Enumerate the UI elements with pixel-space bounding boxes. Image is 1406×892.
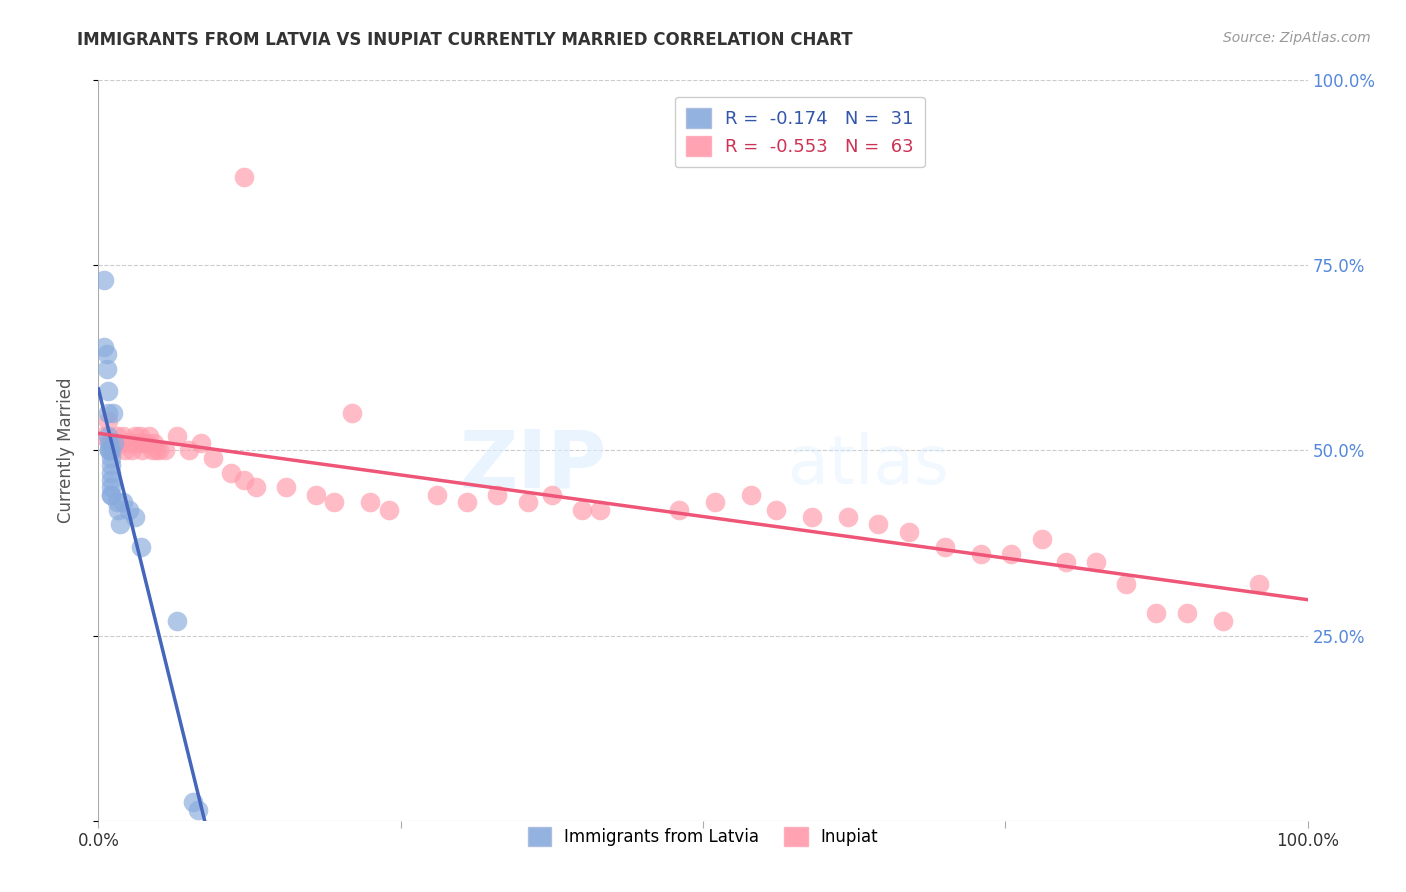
Point: [100, 488, 122, 502]
Point: [97, 384, 120, 399]
Point: [897, 524, 920, 539]
Point: [1146, 607, 1168, 621]
Point: [100, 450, 122, 465]
Point: [93, 340, 115, 354]
Point: [1085, 555, 1108, 569]
Point: [97, 414, 120, 428]
Point: [100, 480, 122, 494]
Point: [589, 502, 612, 516]
Point: [456, 495, 478, 509]
Point: [100, 488, 122, 502]
Point: [101, 407, 124, 421]
Point: [97, 407, 120, 421]
Point: [111, 495, 134, 509]
Point: [1031, 533, 1053, 547]
Point: [135, 436, 157, 450]
Point: [377, 502, 399, 516]
Point: [118, 436, 141, 450]
Point: [202, 450, 225, 465]
Point: [516, 495, 538, 509]
Point: [148, 443, 170, 458]
Point: [740, 488, 762, 502]
Point: [1175, 607, 1198, 621]
Point: [100, 473, 122, 487]
Point: [108, 517, 131, 532]
Point: [668, 502, 690, 516]
Point: [1249, 576, 1271, 591]
Point: [1000, 547, 1022, 561]
Text: ZIP: ZIP: [458, 426, 606, 504]
Point: [274, 480, 297, 494]
Point: [100, 443, 122, 458]
Point: [571, 502, 593, 516]
Point: [145, 443, 167, 458]
Point: [124, 510, 146, 524]
Point: [486, 488, 509, 502]
Point: [107, 502, 129, 516]
Point: [323, 495, 346, 509]
Point: [837, 510, 859, 524]
Point: [305, 488, 328, 502]
Point: [934, 540, 956, 554]
Point: [970, 547, 993, 561]
Point: [190, 436, 212, 450]
Point: [704, 495, 727, 509]
Point: [143, 436, 166, 450]
Point: [426, 488, 449, 502]
Point: [93, 428, 115, 442]
Point: [100, 458, 122, 473]
Point: [98, 443, 121, 458]
Point: [1054, 555, 1077, 569]
Point: [100, 436, 122, 450]
Point: [232, 169, 254, 184]
Point: [114, 443, 136, 458]
Point: [100, 466, 122, 480]
Point: [138, 428, 160, 442]
Point: [111, 428, 134, 442]
Legend: Immigrants from Latvia, Inupiat: Immigrants from Latvia, Inupiat: [520, 821, 886, 853]
Point: [245, 480, 267, 494]
Point: [342, 407, 364, 421]
Point: [360, 495, 382, 509]
Point: [181, 795, 204, 809]
Point: [129, 540, 152, 554]
Point: [118, 502, 141, 516]
Point: [141, 443, 163, 458]
Point: [153, 443, 176, 458]
Point: [1115, 576, 1137, 591]
Point: [166, 614, 188, 628]
Point: [134, 436, 156, 450]
Y-axis label: Currently Married: Currently Married: [56, 377, 75, 524]
Point: [131, 443, 153, 458]
Point: [93, 273, 115, 287]
Point: [765, 502, 787, 516]
Point: [800, 510, 823, 524]
Point: [187, 803, 209, 817]
Point: [105, 428, 128, 442]
Point: [232, 473, 254, 487]
Point: [1212, 614, 1234, 628]
Text: atlas: atlas: [787, 433, 949, 499]
Point: [98, 443, 121, 458]
Point: [124, 428, 146, 442]
Point: [101, 443, 124, 458]
Point: [97, 428, 120, 442]
Point: [540, 488, 562, 502]
Point: [127, 436, 149, 450]
Point: [103, 436, 125, 450]
Point: [868, 517, 890, 532]
Point: [96, 347, 118, 361]
Point: [128, 428, 150, 442]
Point: [96, 362, 118, 376]
Point: [121, 443, 143, 458]
Point: [166, 428, 188, 442]
Point: [108, 436, 131, 450]
Point: [105, 495, 128, 509]
Text: Source: ZipAtlas.com: Source: ZipAtlas.com: [1223, 31, 1371, 45]
Point: [221, 466, 243, 480]
Point: [98, 436, 121, 450]
Text: IMMIGRANTS FROM LATVIA VS INUPIAT CURRENTLY MARRIED CORRELATION CHART: IMMIGRANTS FROM LATVIA VS INUPIAT CURREN…: [77, 31, 853, 49]
Point: [179, 443, 201, 458]
